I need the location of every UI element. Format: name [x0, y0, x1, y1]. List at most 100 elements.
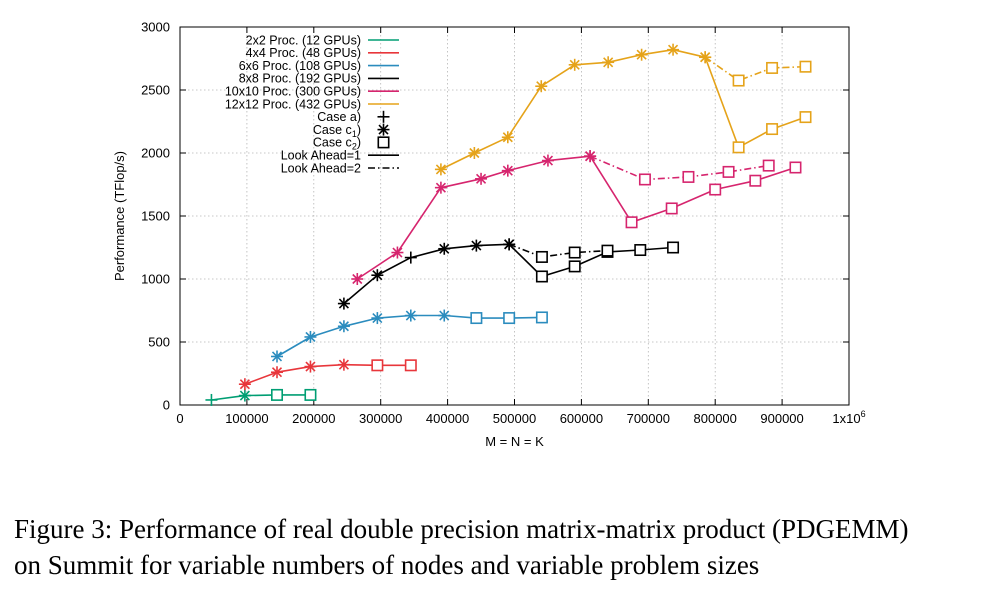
data-point	[584, 150, 597, 163]
axes: 0 100000 200000 300000 400000 500000 600000 700…	[112, 20, 866, 450]
data-point	[470, 312, 483, 325]
data-point	[304, 388, 317, 401]
data-point	[438, 242, 451, 255]
data-point	[682, 170, 695, 183]
data-point	[337, 297, 350, 310]
legend-entry: Case c1)	[313, 123, 390, 139]
data-point	[404, 309, 417, 322]
data-point	[541, 154, 554, 167]
legend-entry: 2x2 Proc. (12 GPUs)	[246, 33, 399, 47]
data-point	[667, 241, 680, 254]
legend-swatch-marker	[377, 123, 390, 136]
x-tick-label: 200000	[292, 411, 335, 426]
figure-caption: Figure 3: Performance of real double pre…	[14, 511, 979, 583]
series-line	[440, 48, 806, 171]
data-markers	[205, 43, 812, 406]
x-tick-label: 500000	[493, 411, 536, 426]
x-axis-title: M = N = K	[485, 434, 544, 449]
data-point	[271, 366, 284, 379]
x-tick-label: 100000	[225, 411, 268, 426]
data-point	[568, 246, 581, 259]
data-point	[535, 270, 548, 283]
data-point	[568, 58, 581, 71]
legend-entry: 12x12 Proc. (432 GPUs)	[225, 97, 399, 111]
x-multiplier-label: 1x106	[832, 409, 865, 426]
y-tick-label: 3000	[141, 20, 170, 35]
data-point	[501, 164, 514, 177]
data-point	[667, 43, 680, 56]
data-point	[351, 273, 364, 285]
data-point	[434, 163, 447, 176]
data-point	[438, 309, 451, 322]
legend-label-subscript: 1	[352, 129, 357, 139]
legend-entry: Look Ahead=2	[281, 161, 399, 175]
legend-label: Look Ahead=2	[281, 161, 361, 175]
x-tick-label: 900000	[760, 411, 803, 426]
caption-line-2: on Summit for variable numbers of nodes …	[14, 550, 760, 580]
data-point	[799, 60, 812, 73]
data-point	[625, 216, 638, 229]
legend-entry: 8x8 Proc. (192 GPUs)	[239, 72, 399, 86]
series-line	[356, 155, 796, 280]
legend-label: 2x2 Proc. (12 GPUs)	[246, 33, 361, 47]
y-tick-label: 1500	[141, 209, 170, 224]
data-point	[535, 311, 548, 324]
data-point	[732, 74, 745, 87]
data-point	[722, 165, 735, 178]
x-tick-label: 300000	[359, 411, 402, 426]
data-point	[732, 141, 745, 154]
legend-label: Case c1)	[313, 123, 361, 139]
legend-label: Case a)	[317, 110, 361, 124]
x-tick-label: 800000	[694, 411, 737, 426]
data-point	[749, 174, 762, 187]
y-tick-label: 2500	[141, 83, 170, 98]
legend: 2x2 Proc. (12 GPUs)4x4 Proc. (48 GPUs)6x…	[225, 33, 399, 175]
data-point	[799, 111, 812, 124]
series-line	[589, 155, 769, 181]
data-point	[304, 360, 317, 373]
x-multiplier-exponent: 6	[861, 409, 866, 419]
x-tick-label: 600000	[560, 411, 603, 426]
data-point	[602, 56, 615, 69]
data-point	[475, 172, 488, 185]
y-tick-label: 500	[148, 335, 170, 350]
data-point	[238, 378, 251, 391]
performance-chart: 0 100000 200000 300000 400000 500000 600000 700…	[112, 20, 866, 450]
data-point	[501, 131, 514, 144]
legend-entry: Look Ahead=1	[281, 149, 399, 163]
data-point	[709, 183, 722, 196]
legend-label: 8x8 Proc. (192 GPUs)	[239, 72, 361, 86]
data-point	[762, 159, 775, 172]
data-point	[404, 359, 417, 372]
data-point	[271, 350, 284, 363]
data-point	[337, 320, 350, 333]
data-point	[371, 269, 384, 282]
data-point	[468, 147, 481, 159]
x-tick-label: 700000	[627, 411, 670, 426]
data-point	[470, 239, 483, 252]
data-point	[304, 330, 317, 343]
legend-entry: Case c2)	[313, 136, 390, 152]
legend-label: 10x10 Proc. (300 GPUs)	[225, 85, 361, 99]
data-point	[271, 388, 284, 401]
data-point	[337, 358, 350, 371]
data-point	[434, 181, 447, 194]
data-point	[535, 80, 548, 93]
data-point	[766, 123, 779, 136]
legend-label: Case c2)	[313, 136, 361, 152]
legend-entry: 6x6 Proc. (108 GPUs)	[239, 59, 399, 73]
data-point	[238, 389, 251, 402]
x-tick-label: 400000	[426, 411, 469, 426]
data-point	[699, 51, 712, 64]
series-line	[508, 243, 608, 258]
data-point	[665, 202, 678, 215]
data-point	[404, 251, 417, 264]
legend-swatch-marker	[377, 136, 390, 149]
legend-entry: Case a)	[317, 110, 390, 124]
y-tick-label: 2000	[141, 146, 170, 161]
series-line	[244, 363, 411, 385]
data-point	[535, 250, 548, 263]
data-point	[638, 173, 651, 186]
y-tick-label: 0	[163, 398, 170, 413]
legend-label-subscript: 2	[352, 142, 357, 152]
